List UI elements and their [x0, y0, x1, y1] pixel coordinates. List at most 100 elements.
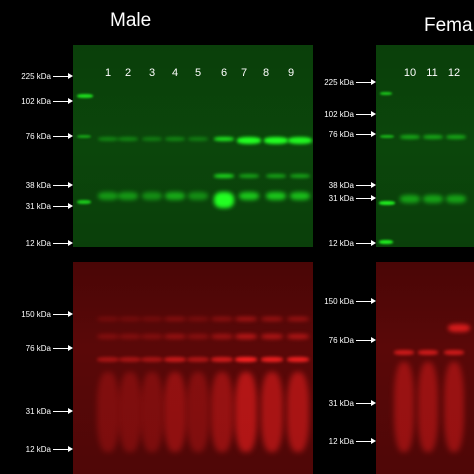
- lane-label-7: 7: [240, 67, 248, 79]
- arrow-shaft: [53, 136, 69, 137]
- marker-label: 76 kDa: [25, 132, 51, 141]
- marker-label: 12 kDa: [25, 239, 51, 248]
- marker-102-kda: 102 kDa: [0, 96, 73, 107]
- marker-label: 102 kDa: [21, 97, 51, 106]
- band-31kda: [266, 192, 286, 200]
- marker-label: 31 kDa: [25, 407, 51, 416]
- marker-12-kda: 12 kDa: [0, 444, 73, 455]
- ladder-band: [380, 135, 394, 138]
- lane-label-3: 3: [148, 67, 156, 79]
- arrow-right-icon: [371, 182, 376, 188]
- arrow-right-icon: [371, 195, 376, 201]
- band-red: [211, 357, 233, 362]
- band-red: [394, 350, 414, 355]
- band-red: [448, 324, 470, 332]
- band-red: [261, 357, 283, 362]
- marker-label: 150 kDa: [21, 310, 51, 319]
- arrow-right-icon: [371, 79, 376, 85]
- band-red: [211, 334, 233, 339]
- band-76kda: [165, 137, 185, 141]
- arrow-shaft: [356, 134, 372, 135]
- band-31kda: [239, 192, 259, 200]
- band-31kda: [165, 192, 185, 200]
- marker-102-kda: 102 kDa: [296, 109, 376, 120]
- band-38kda: [239, 174, 259, 178]
- arrow-shaft: [53, 76, 69, 77]
- band-red-smear: [141, 372, 163, 452]
- marker-225-kda: 225 kDa: [0, 71, 73, 82]
- band-red: [444, 350, 464, 355]
- band-31kda: [98, 192, 118, 200]
- band-red-smear: [444, 362, 464, 452]
- arrow-right-icon: [371, 298, 376, 304]
- arrow-shaft: [356, 441, 372, 442]
- band-red: [235, 334, 257, 339]
- marker-76-kda: 76 kDa: [0, 131, 73, 142]
- band-red: [287, 334, 309, 339]
- arrow-right-icon: [371, 337, 376, 343]
- female-red-gel: [376, 262, 474, 474]
- arrow-right-icon: [371, 400, 376, 406]
- band-red: [119, 317, 141, 321]
- arrow-right-icon: [68, 98, 73, 104]
- band-red: [235, 357, 257, 362]
- marker-150-kda: 150 kDa: [296, 296, 376, 307]
- marker-label: 102 kDa: [324, 110, 354, 119]
- ladder-band: [379, 201, 395, 205]
- arrow-right-icon: [68, 203, 73, 209]
- band-red: [97, 334, 119, 339]
- arrow-right-icon: [68, 408, 73, 414]
- marker-31-kda: 31 kDa: [0, 201, 73, 212]
- marker-31-kda: 31 kDa: [296, 398, 376, 409]
- arrow-shaft: [53, 206, 69, 207]
- arrow-shaft: [53, 185, 69, 186]
- marker-label: 38 kDa: [328, 181, 354, 190]
- band-red: [261, 334, 283, 339]
- marker-38-kda: 38 kDa: [0, 180, 73, 191]
- band-76kda: [214, 137, 234, 141]
- ladder-band: [77, 135, 91, 138]
- arrow-right-icon: [68, 345, 73, 351]
- band-red: [141, 334, 163, 339]
- marker-76-kda: 76 kDa: [0, 343, 73, 354]
- arrow-shaft: [356, 403, 372, 404]
- marker-12-kda: 12 kDa: [296, 238, 376, 249]
- marker-150-kda: 150 kDa: [0, 309, 73, 320]
- arrow-shaft: [356, 82, 372, 83]
- band-76kda: [118, 137, 138, 141]
- marker-label: 76 kDa: [25, 344, 51, 353]
- band-red: [287, 357, 309, 362]
- lane-label-9: 9: [287, 67, 295, 79]
- band-31kda: [423, 195, 443, 203]
- ladder-band: [380, 92, 392, 95]
- arrow-shaft: [53, 449, 69, 450]
- lane-label-2: 2: [124, 67, 132, 79]
- arrow-shaft: [356, 301, 372, 302]
- band-red-smear: [97, 372, 119, 452]
- male-green-gel: [73, 45, 313, 247]
- band-31kda: [118, 192, 138, 200]
- lane-label-6: 6: [220, 67, 228, 79]
- arrow-shaft: [53, 314, 69, 315]
- band-red: [141, 317, 163, 321]
- marker-label: 76 kDa: [328, 130, 354, 139]
- marker-label: 12 kDa: [328, 239, 354, 248]
- band-red-smear: [164, 372, 186, 452]
- band-38kda: [290, 174, 310, 178]
- marker-label: 76 kDa: [328, 336, 354, 345]
- lane-label-8: 8: [262, 67, 270, 79]
- band-red: [187, 317, 209, 321]
- lane-label-5: 5: [194, 67, 202, 79]
- arrow-right-icon: [371, 240, 376, 246]
- band-red: [164, 317, 186, 321]
- lane-label-11: 11: [426, 67, 438, 79]
- band-red: [287, 317, 309, 321]
- band-red: [164, 334, 186, 339]
- arrow-right-icon: [68, 133, 73, 139]
- arrow-shaft: [356, 114, 372, 115]
- arrow-shaft: [53, 348, 69, 349]
- lane-label-12: 12: [447, 67, 461, 79]
- marker-225-kda: 225 kDa: [296, 77, 376, 88]
- lane-label-10: 10: [403, 67, 417, 79]
- arrow-right-icon: [68, 73, 73, 79]
